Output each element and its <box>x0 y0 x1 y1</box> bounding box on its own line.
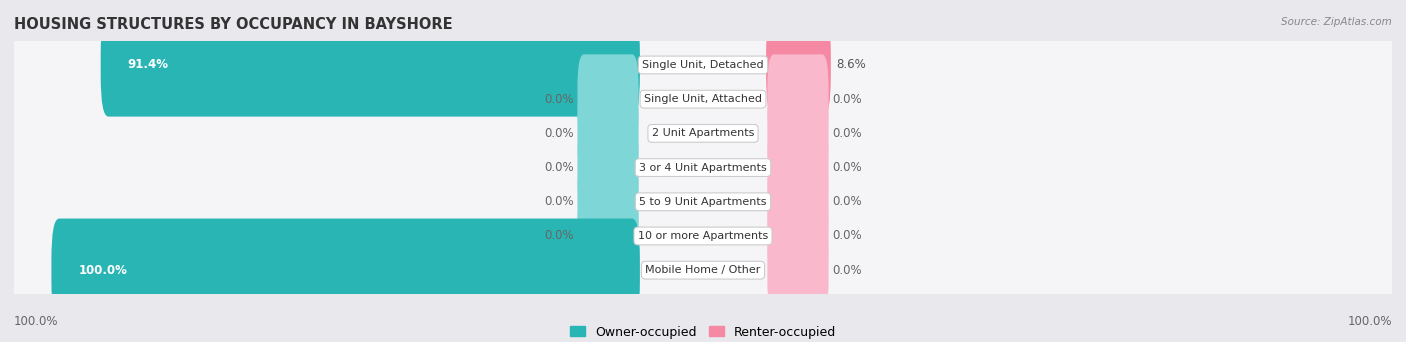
Text: 0.0%: 0.0% <box>544 229 574 242</box>
Text: 0.0%: 0.0% <box>832 264 862 277</box>
Text: 5 to 9 Unit Apartments: 5 to 9 Unit Apartments <box>640 197 766 207</box>
Text: 100.0%: 100.0% <box>1347 315 1392 328</box>
Text: 8.6%: 8.6% <box>837 58 866 71</box>
FancyBboxPatch shape <box>4 0 1402 199</box>
FancyBboxPatch shape <box>766 13 831 117</box>
FancyBboxPatch shape <box>4 170 1402 342</box>
Text: 91.4%: 91.4% <box>128 58 169 71</box>
FancyBboxPatch shape <box>578 89 638 178</box>
Text: HOUSING STRUCTURES BY OCCUPANCY IN BAYSHORE: HOUSING STRUCTURES BY OCCUPANCY IN BAYSH… <box>14 17 453 32</box>
FancyBboxPatch shape <box>578 54 638 144</box>
Text: 0.0%: 0.0% <box>544 161 574 174</box>
Text: 2 Unit Apartments: 2 Unit Apartments <box>652 128 754 139</box>
Text: Mobile Home / Other: Mobile Home / Other <box>645 265 761 275</box>
Text: 0.0%: 0.0% <box>544 195 574 208</box>
FancyBboxPatch shape <box>768 54 828 144</box>
FancyBboxPatch shape <box>768 157 828 247</box>
Text: 10 or more Apartments: 10 or more Apartments <box>638 231 768 241</box>
FancyBboxPatch shape <box>578 191 638 281</box>
Text: 0.0%: 0.0% <box>832 161 862 174</box>
FancyBboxPatch shape <box>4 136 1402 336</box>
Text: 100.0%: 100.0% <box>79 264 128 277</box>
FancyBboxPatch shape <box>768 89 828 178</box>
Text: 0.0%: 0.0% <box>544 93 574 106</box>
Text: 100.0%: 100.0% <box>14 315 59 328</box>
Legend: Owner-occupied, Renter-occupied: Owner-occupied, Renter-occupied <box>565 320 841 342</box>
FancyBboxPatch shape <box>4 68 1402 267</box>
FancyBboxPatch shape <box>578 123 638 212</box>
FancyBboxPatch shape <box>52 219 640 322</box>
FancyBboxPatch shape <box>578 157 638 247</box>
FancyBboxPatch shape <box>4 0 1402 165</box>
Text: 0.0%: 0.0% <box>832 195 862 208</box>
FancyBboxPatch shape <box>768 123 828 212</box>
Text: 0.0%: 0.0% <box>832 93 862 106</box>
Text: 0.0%: 0.0% <box>832 229 862 242</box>
Text: 0.0%: 0.0% <box>832 127 862 140</box>
Text: Single Unit, Attached: Single Unit, Attached <box>644 94 762 104</box>
Text: Source: ZipAtlas.com: Source: ZipAtlas.com <box>1281 17 1392 27</box>
FancyBboxPatch shape <box>768 225 828 315</box>
FancyBboxPatch shape <box>4 34 1402 233</box>
FancyBboxPatch shape <box>4 102 1402 302</box>
FancyBboxPatch shape <box>101 13 640 117</box>
FancyBboxPatch shape <box>768 191 828 281</box>
Text: 3 or 4 Unit Apartments: 3 or 4 Unit Apartments <box>640 162 766 173</box>
Text: 0.0%: 0.0% <box>544 127 574 140</box>
Text: Single Unit, Detached: Single Unit, Detached <box>643 60 763 70</box>
